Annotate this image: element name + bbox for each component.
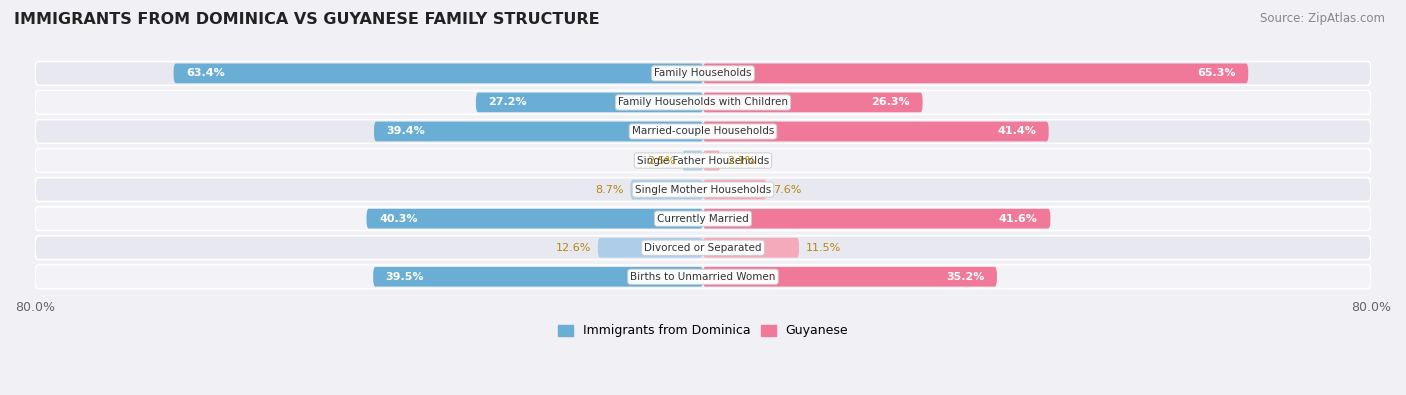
Legend: Immigrants from Dominica, Guyanese: Immigrants from Dominica, Guyanese <box>553 320 853 342</box>
FancyBboxPatch shape <box>703 180 766 199</box>
FancyBboxPatch shape <box>703 209 1050 229</box>
Text: IMMIGRANTS FROM DOMINICA VS GUYANESE FAMILY STRUCTURE: IMMIGRANTS FROM DOMINICA VS GUYANESE FAM… <box>14 12 600 27</box>
Text: 2.1%: 2.1% <box>727 156 755 166</box>
FancyBboxPatch shape <box>682 150 703 170</box>
Text: 2.5%: 2.5% <box>647 156 675 166</box>
FancyBboxPatch shape <box>703 150 720 170</box>
FancyBboxPatch shape <box>35 207 1371 231</box>
FancyBboxPatch shape <box>173 64 703 83</box>
Text: 8.7%: 8.7% <box>595 184 624 195</box>
FancyBboxPatch shape <box>703 92 922 112</box>
FancyBboxPatch shape <box>35 62 1371 85</box>
FancyBboxPatch shape <box>367 209 703 229</box>
Text: 63.4%: 63.4% <box>186 68 225 78</box>
Text: 11.5%: 11.5% <box>806 243 841 253</box>
FancyBboxPatch shape <box>35 236 1371 260</box>
FancyBboxPatch shape <box>703 238 799 258</box>
Text: 27.2%: 27.2% <box>488 98 527 107</box>
FancyBboxPatch shape <box>703 267 997 287</box>
Text: 39.5%: 39.5% <box>385 272 425 282</box>
FancyBboxPatch shape <box>703 64 1249 83</box>
Text: 7.6%: 7.6% <box>773 184 801 195</box>
Text: 35.2%: 35.2% <box>946 272 984 282</box>
Text: 26.3%: 26.3% <box>872 98 910 107</box>
Text: Single Mother Households: Single Mother Households <box>636 184 770 195</box>
Text: Source: ZipAtlas.com: Source: ZipAtlas.com <box>1260 12 1385 25</box>
Text: Births to Unmarried Women: Births to Unmarried Women <box>630 272 776 282</box>
Text: Single Father Households: Single Father Households <box>637 156 769 166</box>
FancyBboxPatch shape <box>703 122 1049 141</box>
Text: 40.3%: 40.3% <box>380 214 418 224</box>
FancyBboxPatch shape <box>35 265 1371 289</box>
Text: 41.4%: 41.4% <box>997 126 1036 137</box>
FancyBboxPatch shape <box>373 267 703 287</box>
FancyBboxPatch shape <box>630 180 703 199</box>
FancyBboxPatch shape <box>598 238 703 258</box>
FancyBboxPatch shape <box>35 149 1371 173</box>
Text: 65.3%: 65.3% <box>1198 68 1236 78</box>
FancyBboxPatch shape <box>475 92 703 112</box>
FancyBboxPatch shape <box>35 178 1371 201</box>
FancyBboxPatch shape <box>374 122 703 141</box>
FancyBboxPatch shape <box>35 120 1371 143</box>
Text: 39.4%: 39.4% <box>387 126 425 137</box>
Text: 12.6%: 12.6% <box>555 243 591 253</box>
FancyBboxPatch shape <box>35 90 1371 114</box>
Text: Family Households: Family Households <box>654 68 752 78</box>
Text: Married-couple Households: Married-couple Households <box>631 126 775 137</box>
Text: Divorced or Separated: Divorced or Separated <box>644 243 762 253</box>
Text: Family Households with Children: Family Households with Children <box>619 98 787 107</box>
Text: 41.6%: 41.6% <box>998 214 1038 224</box>
Text: Currently Married: Currently Married <box>657 214 749 224</box>
